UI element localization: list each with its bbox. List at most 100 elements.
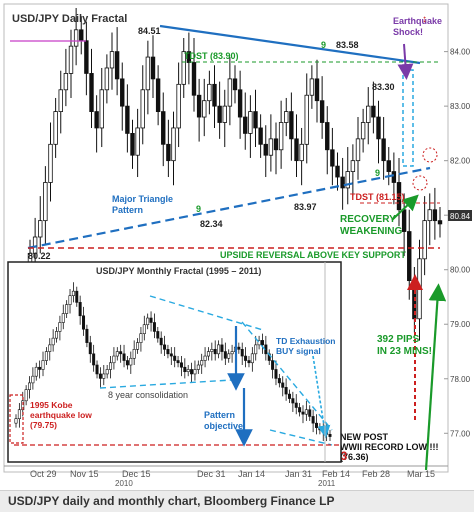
daily-candle-body bbox=[89, 73, 94, 112]
monthly-candle-body bbox=[230, 351, 234, 355]
monthly-candle-body bbox=[71, 290, 75, 296]
monthly-candle-body bbox=[301, 411, 305, 415]
monthly-candle-body bbox=[260, 340, 264, 346]
td-signal-arrow bbox=[312, 355, 331, 439]
upper-trendline bbox=[159, 24, 421, 65]
y-tick-label: 79.00 bbox=[450, 320, 471, 329]
monthly-candle-body bbox=[314, 422, 318, 428]
monthly-candle-body bbox=[193, 369, 197, 375]
daily-candle-body bbox=[407, 231, 412, 282]
daily-candle-body bbox=[38, 220, 43, 238]
monthly-candle-body bbox=[82, 315, 86, 330]
caption-bar: USD/JPY daily and monthly chart, Bloombe… bbox=[0, 490, 474, 512]
label-8-year: 8 year consolidation bbox=[108, 390, 188, 400]
monthly-candle-body bbox=[98, 373, 102, 379]
daily-candle-body bbox=[263, 143, 268, 156]
label-tdst-upper: TDST (83.90) bbox=[184, 51, 239, 61]
monthly-candle-body bbox=[115, 351, 119, 357]
daily-candle-body bbox=[217, 105, 222, 123]
monthly-candle-body bbox=[257, 340, 261, 346]
monthly-candle-body bbox=[61, 313, 65, 323]
daily-candle-body bbox=[422, 220, 427, 260]
monthly-candle-body bbox=[311, 416, 315, 424]
label-tdst-lower: TDST (81.15) bbox=[350, 192, 405, 202]
label-9-upper: 9 bbox=[321, 40, 326, 50]
monthly-candle-body bbox=[125, 360, 129, 366]
x-tick-feb14: Feb 14 bbox=[322, 469, 350, 479]
monthly-candle-body bbox=[139, 333, 143, 343]
daily-candle-body bbox=[227, 78, 233, 107]
kobe-box bbox=[9, 394, 24, 444]
monthly-candle-body bbox=[271, 360, 275, 370]
daily-candle-body bbox=[212, 83, 217, 107]
daily-candle-body bbox=[84, 40, 89, 74]
daily-candle-body bbox=[253, 111, 258, 129]
daily-candle-body bbox=[125, 105, 130, 134]
daily-candle-body bbox=[258, 127, 263, 145]
daily-candle-body bbox=[155, 78, 161, 112]
daily-candle-body bbox=[360, 122, 366, 140]
last-price-label: 80.84 bbox=[450, 212, 471, 221]
monthly-candle-body bbox=[48, 344, 52, 352]
monthly-candle-body bbox=[328, 434, 332, 437]
daily-candle-body bbox=[355, 138, 361, 162]
x-tick-dec31: Dec 31 bbox=[197, 469, 226, 479]
monthly-candle-body bbox=[227, 353, 231, 359]
daily-candle-body bbox=[58, 89, 63, 112]
daily-candle-body bbox=[73, 29, 79, 47]
lower-trendline bbox=[27, 166, 431, 250]
daily-candle-body bbox=[284, 111, 289, 123]
monthly-candle-body bbox=[92, 353, 96, 366]
monthly-candle-body bbox=[142, 324, 146, 334]
x-tick-mar15: Mar 15 bbox=[407, 469, 435, 479]
monthly-candle-body bbox=[112, 355, 116, 364]
monthly-candle-body bbox=[291, 398, 295, 404]
monthly-candle-body bbox=[55, 331, 59, 339]
monthly-candle-body bbox=[156, 331, 160, 339]
monthly-candle-body bbox=[163, 344, 167, 350]
daily-candle-body bbox=[371, 105, 376, 118]
daily-candle-body bbox=[366, 105, 371, 123]
monthly-candle-body bbox=[109, 362, 113, 370]
daily-candle-body bbox=[186, 51, 192, 63]
label-pattern-objective: Pattern objective bbox=[204, 410, 243, 431]
recovery-arrow bbox=[424, 283, 447, 471]
monthly-candle-body bbox=[68, 295, 72, 305]
daily-candle-body bbox=[202, 100, 207, 118]
monthly-candle-body bbox=[24, 389, 28, 402]
daily-candle-body bbox=[350, 160, 356, 172]
reversal-circle-top bbox=[422, 147, 438, 163]
monthly-candle-body bbox=[277, 378, 281, 384]
daily-candle-body bbox=[278, 122, 284, 151]
monthly-candle-body bbox=[213, 349, 217, 355]
monthly-candle-body bbox=[28, 382, 32, 390]
monthly-candle-body bbox=[132, 349, 136, 359]
daily-candle-body bbox=[232, 78, 238, 91]
monthly-candle-body bbox=[17, 409, 21, 419]
daily-chart-title: USD/JPY Daily Fractal bbox=[12, 13, 127, 25]
last-price-tag bbox=[448, 210, 472, 221]
marker-ace: ↕ bbox=[422, 14, 427, 25]
consolidation-lower bbox=[99, 379, 233, 389]
daily-candle-body bbox=[386, 160, 391, 172]
x-tick-jan31: Jan 31 bbox=[285, 469, 312, 479]
daily-candle-body bbox=[94, 111, 99, 129]
label-9-right: 9 bbox=[375, 168, 380, 178]
figure-caption: USD/JPY daily and monthly chart, Bloombe… bbox=[8, 494, 335, 508]
daily-candle-body bbox=[114, 51, 120, 80]
x-year-2010: 2010 bbox=[115, 479, 133, 488]
daily-candle-body bbox=[171, 127, 176, 162]
monthly-candle-body bbox=[152, 322, 156, 332]
monthly-candle-body bbox=[254, 344, 258, 355]
daily-candle-body bbox=[437, 220, 443, 225]
monthly-candle-body bbox=[196, 364, 200, 370]
monthly-candle-body bbox=[220, 344, 224, 352]
chart-svg: USD/JPY Daily Fractal 84.0083.0082.0081.… bbox=[3, 3, 472, 488]
label-major-triangle: Major Triangle Pattern bbox=[112, 194, 173, 215]
daily-candle-body bbox=[396, 182, 402, 211]
monthly-candle-body bbox=[206, 351, 210, 357]
monthly-candle-body bbox=[78, 302, 82, 317]
daily-candle-body bbox=[304, 94, 309, 145]
daily-candle-body bbox=[207, 83, 212, 102]
daily-candle-body bbox=[150, 56, 156, 80]
